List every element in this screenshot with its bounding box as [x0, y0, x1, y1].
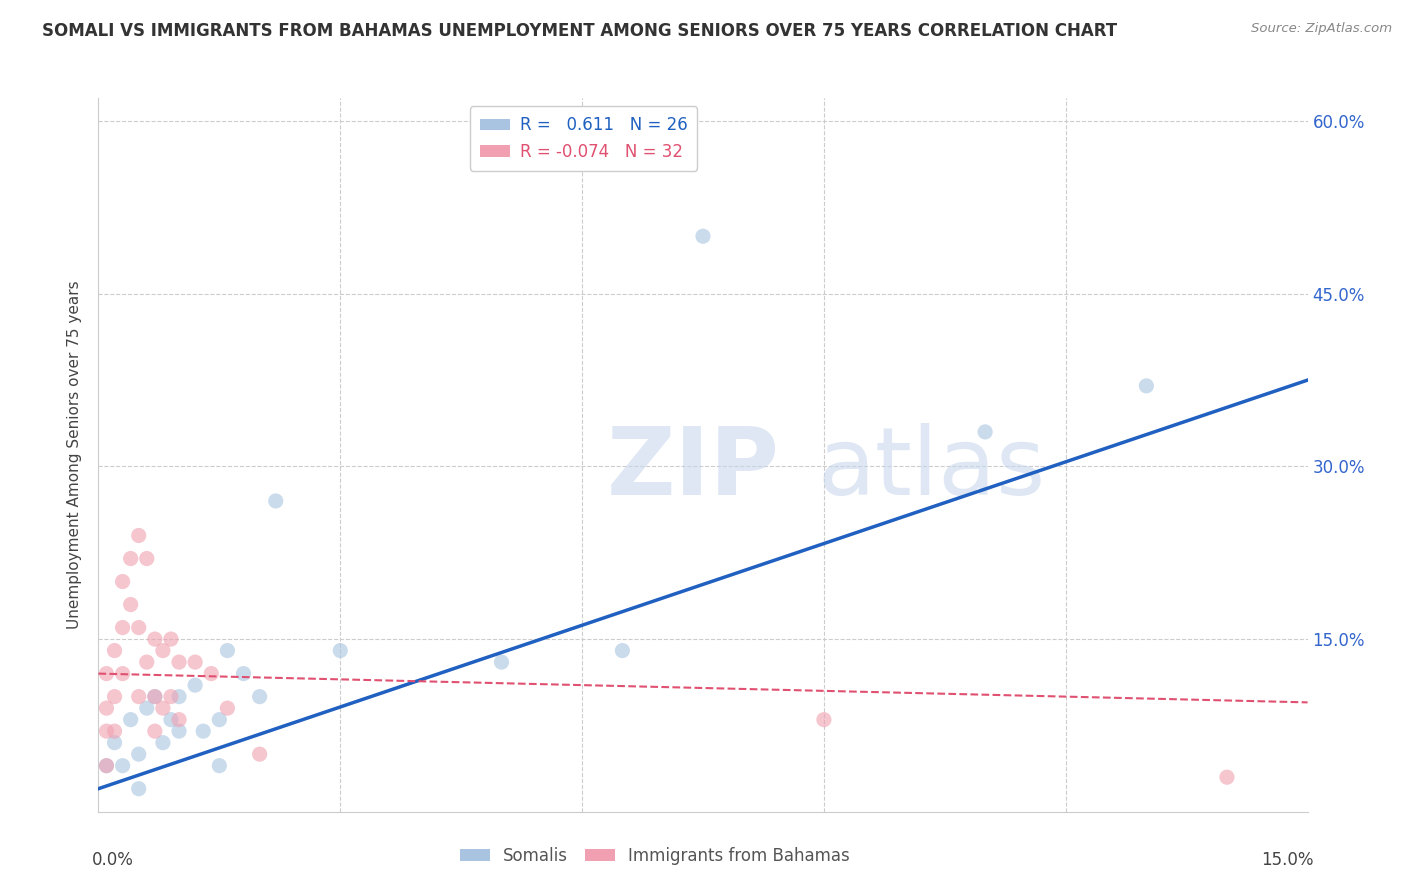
Point — [135, 551, 157, 566]
Point — [184, 655, 207, 669]
Point — [692, 229, 714, 244]
Point — [103, 643, 125, 657]
Point — [232, 666, 254, 681]
Point — [143, 724, 166, 739]
Point — [128, 528, 150, 542]
Point — [143, 632, 166, 646]
Point — [111, 574, 134, 589]
Point — [143, 690, 166, 704]
Text: SOMALI VS IMMIGRANTS FROM BAHAMAS UNEMPLOYMENT AMONG SENIORS OVER 75 YEARS CORRE: SOMALI VS IMMIGRANTS FROM BAHAMAS UNEMPL… — [42, 22, 1118, 40]
Point — [167, 690, 190, 704]
Text: ZIP: ZIP — [606, 423, 779, 516]
Point — [813, 713, 835, 727]
Text: Source: ZipAtlas.com: Source: ZipAtlas.com — [1251, 22, 1392, 36]
Point — [120, 551, 142, 566]
Point — [1135, 379, 1157, 393]
Point — [135, 701, 157, 715]
Point — [96, 701, 118, 715]
Point — [1216, 770, 1239, 784]
Point — [111, 758, 134, 772]
Point — [264, 494, 287, 508]
Point — [217, 643, 239, 657]
Point — [96, 758, 118, 772]
Point — [128, 781, 150, 796]
Text: atlas: atlas — [818, 423, 1046, 516]
Point — [167, 655, 190, 669]
Point — [96, 758, 118, 772]
Point — [96, 724, 118, 739]
Point — [103, 724, 125, 739]
Point — [128, 690, 150, 704]
Point — [160, 690, 183, 704]
Point — [249, 747, 271, 761]
Point — [329, 643, 352, 657]
Text: 15.0%: 15.0% — [1261, 851, 1313, 869]
Point — [612, 643, 634, 657]
Legend: Somalis, Immigrants from Bahamas: Somalis, Immigrants from Bahamas — [453, 840, 856, 871]
Point — [160, 632, 183, 646]
Point — [184, 678, 207, 692]
Point — [249, 690, 271, 704]
Point — [193, 724, 215, 739]
Point — [103, 690, 125, 704]
Point — [491, 655, 513, 669]
Point — [167, 713, 190, 727]
Text: 0.0%: 0.0% — [93, 851, 134, 869]
Point — [167, 724, 190, 739]
Point — [120, 713, 142, 727]
Point — [208, 713, 231, 727]
Point — [135, 655, 157, 669]
Point — [111, 666, 134, 681]
Point — [103, 736, 125, 750]
Point — [160, 713, 183, 727]
Point — [120, 598, 142, 612]
Point — [152, 643, 174, 657]
Point — [200, 666, 222, 681]
Point — [208, 758, 231, 772]
Point — [152, 701, 174, 715]
Y-axis label: Unemployment Among Seniors over 75 years: Unemployment Among Seniors over 75 years — [67, 281, 83, 629]
Point — [96, 666, 118, 681]
Point — [152, 736, 174, 750]
Point — [111, 621, 134, 635]
Point — [143, 690, 166, 704]
Point — [217, 701, 239, 715]
Point — [974, 425, 997, 439]
Point — [128, 621, 150, 635]
Point — [128, 747, 150, 761]
